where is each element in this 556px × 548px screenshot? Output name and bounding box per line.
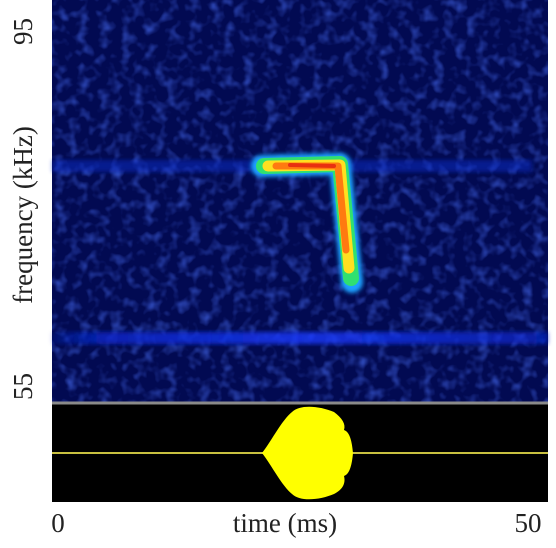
x-tick-label: 0 [51, 508, 65, 538]
noise-band [52, 332, 548, 344]
spectrogram-panel [52, 0, 548, 402]
waveform-panel [52, 401, 548, 502]
y-tick-label: 95 [8, 18, 38, 45]
y-tick-label: 55 [8, 373, 38, 400]
waveform [262, 406, 353, 500]
call-contour [251, 153, 363, 293]
x-tick-label: 50 [515, 508, 542, 538]
x-axis-label: time (ms) [233, 508, 337, 538]
y-axis-label: frequency (kHz) [8, 126, 38, 304]
